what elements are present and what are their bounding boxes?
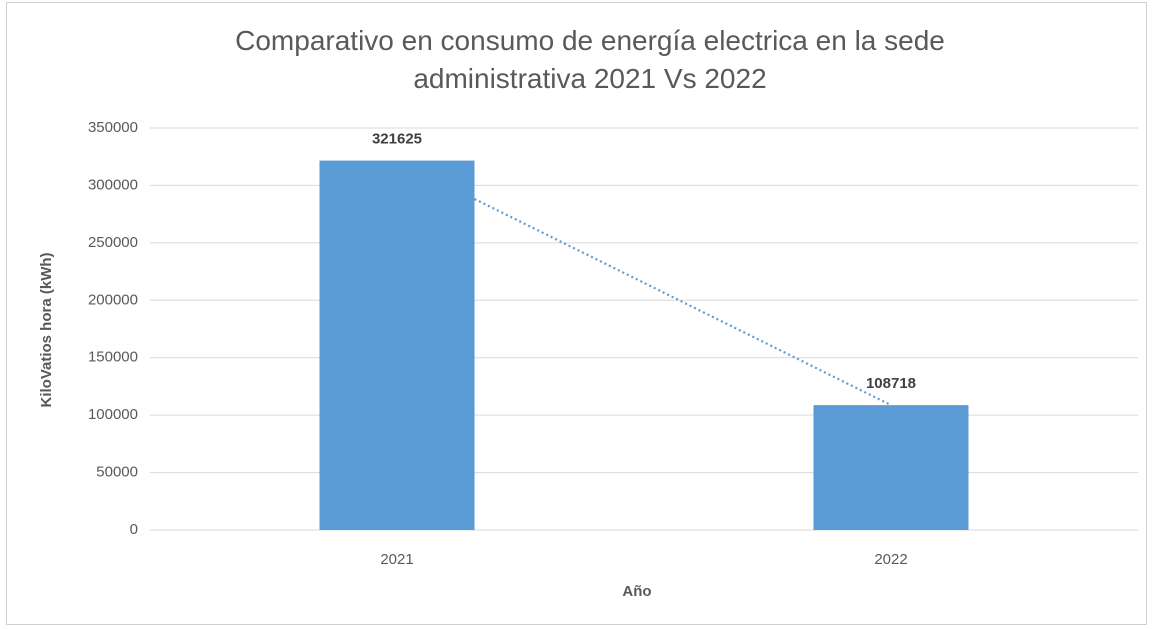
x-tick-label: 2021: [380, 551, 413, 568]
chart-title: Comparativo en consumo de energía electr…: [235, 25, 945, 94]
y-tick-label: 0: [130, 521, 138, 538]
bar: [813, 405, 969, 530]
data-label: 108718: [866, 375, 916, 392]
y-tick-label: 200000: [88, 291, 138, 308]
y-tick-label: 50000: [96, 464, 138, 481]
bar: [319, 160, 475, 531]
y-tick-label: 150000: [88, 349, 138, 366]
data-label: 321625: [372, 131, 422, 148]
y-axis-label: KiloVatios hora (kWh): [38, 252, 55, 407]
y-tick-label: 350000: [88, 119, 138, 136]
trendline: [474, 197, 892, 407]
x-tick-label: 2022: [874, 551, 907, 568]
y-tick-label: 250000: [88, 234, 138, 251]
x-axis-label: Año: [622, 583, 651, 600]
y-tick-label: 100000: [88, 406, 138, 423]
frame-border: [6, 2, 1147, 625]
y-tick-label: 300000: [88, 176, 138, 193]
